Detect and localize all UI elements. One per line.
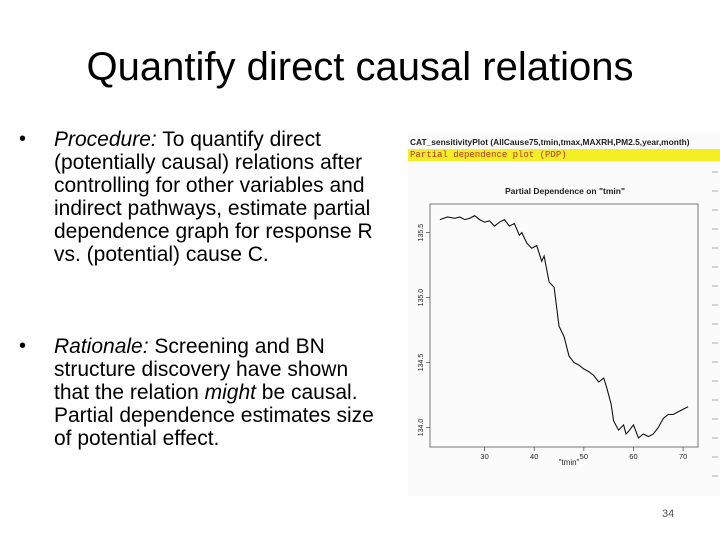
bullet-text: Procedure: To quantify direct (potential…: [54, 128, 374, 266]
pdp-chart: Partial Dependence on "tmin" 30 40 50 60 70 1…: [418, 171, 718, 477]
x-tick-label: 40: [530, 452, 538, 461]
x-tick-label: 50: [580, 452, 588, 461]
bullet-body-rationale-b: be causal. Partial dependence estimates …: [54, 381, 374, 450]
page-number: 34: [662, 508, 675, 520]
bullet-text: Rationale: Screening and BN structure di…: [54, 335, 374, 450]
y-tick-label: 134.0: [418, 419, 425, 437]
screenshot-panel: CAT_sensitivityPlot (AllCause75,tmin,tma…: [408, 132, 720, 496]
chart-title: Partial Dependence on "tmin": [505, 186, 625, 196]
bullet-label-rationale: Rationale:: [54, 335, 149, 358]
r-command-text: CAT_sensitivityPlot (AllCause75,tmin,tma…: [410, 137, 690, 147]
x-tick-label: 70: [679, 452, 687, 461]
x-tick-label: 60: [629, 452, 637, 461]
slide-title: Quantify direct causal relations: [86, 45, 634, 89]
x-tick-label: 30: [480, 452, 488, 461]
bullet-body-rationale-a: Screening and BN structure discovery hav…: [54, 335, 349, 404]
plot-frame: [429, 203, 699, 448]
bullet-label-procedure: Procedure:: [54, 128, 157, 151]
y-tick-label: 134.5: [418, 354, 425, 372]
highlight-bar: Partial dependence plot (PDP): [408, 149, 720, 161]
r-subtitle-text: Partial dependence plot (PDP): [410, 150, 567, 160]
bullet-dot: •: [19, 335, 27, 357]
y-tick-label: 135.0: [418, 289, 425, 307]
bullet-dot: •: [19, 128, 27, 150]
y-tick-label: 135.5: [418, 224, 425, 242]
bullet-emphasis-might: might: [204, 381, 256, 404]
x-axis-label: "tmin": [559, 458, 580, 467]
bullet-body-procedure: To quantify direct (potentially causal) …: [54, 128, 373, 266]
pdp-line: [439, 215, 689, 439]
